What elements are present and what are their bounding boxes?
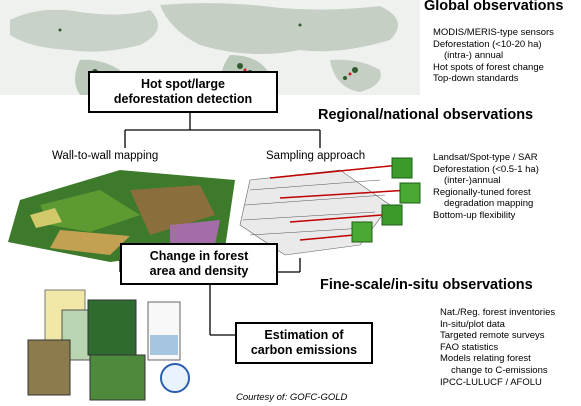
bullet-item: change to C-emissions: [451, 364, 548, 376]
world-map-image: [0, 0, 420, 95]
bullet-item: MODIS/MERIS-type sensors: [433, 27, 554, 38]
global-observations-bullets: MODIS/MERIS-type sensors Deforestation (…: [433, 27, 554, 85]
box-line: Hot spot/large: [140, 77, 226, 91]
courtesy-credit: Courtesy of: GOFC-GOLD: [236, 392, 348, 403]
wall-to-wall-map-image: [8, 170, 235, 262]
regional-observations-bullets: Landsat/Spot-type / SAR Deforestation (<…: [433, 152, 539, 222]
bullet-item: Models relating forest: [440, 353, 531, 365]
box-line: Estimation of: [264, 328, 344, 342]
bullet-item: Deforestation (<10-20 ha): [433, 38, 542, 50]
fine-scale-observations-bullets: Nat./Reg. forest inventories In-situ/plo…: [440, 307, 555, 388]
change-in-forest-box: Change in forest area and density: [120, 243, 278, 285]
fine-scale-observations-title: Fine-scale/in-situ observations: [320, 277, 533, 293]
sampling-approach-label: Sampling approach: [266, 150, 366, 162]
bullet-item: (intra-) annual: [444, 50, 504, 62]
bullet-item: IPCC-LULUCF / AFOLU: [440, 376, 542, 388]
bullet-item: Landsat/Spot-type / SAR: [433, 152, 538, 163]
box-line: area and density: [149, 264, 249, 278]
hot-spot-detection-box: Hot spot/large deforestation detection: [88, 71, 278, 113]
carbon-emissions-box: Estimation of carbon emissions: [235, 322, 373, 364]
bullet-item: Deforestation (<0.5-1 ha): [433, 163, 539, 175]
box-line: deforestation detection: [113, 92, 253, 106]
bullet-item: (inter-)annual: [444, 175, 501, 187]
in-situ-photo-collage: [27, 289, 190, 401]
box-line: Change in forest: [149, 249, 249, 263]
bullet-item: Nat./Reg. forest inventories: [440, 307, 556, 318]
bullet-item: Regionally-tuned forest: [433, 186, 531, 198]
wall-to-wall-label: Wall-to-wall mapping: [52, 150, 159, 162]
bullet-item: FAO statistics: [440, 341, 499, 353]
sampling-map-image: [239, 157, 421, 256]
regional-observations-title: Regional/national observations: [318, 107, 534, 123]
bullet-item: Bottom-up flexibility: [433, 209, 516, 221]
bullet-item: In-situ/plot data: [440, 318, 505, 330]
bullet-item: Targeted remote surveys: [440, 330, 545, 342]
bullet-item: degradation mapping: [444, 198, 534, 210]
bullet-item: Hot spots of forest change: [433, 61, 544, 73]
box-line: carbon emissions: [250, 343, 358, 357]
bullet-item: Top-down standards: [433, 73, 519, 85]
global-observations-title: Global observations: [424, 0, 564, 14]
